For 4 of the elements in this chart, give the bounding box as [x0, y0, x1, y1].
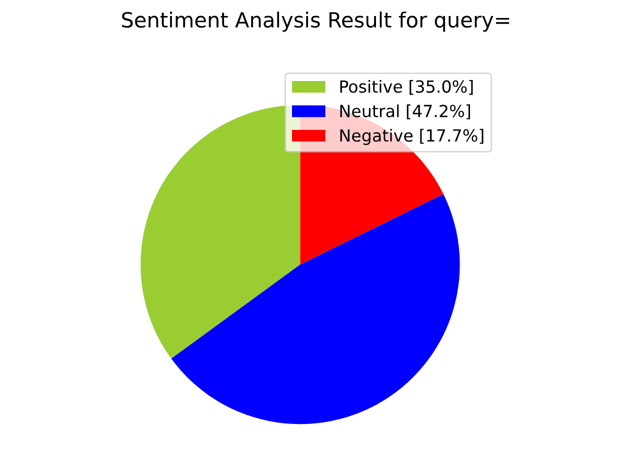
legend-label: Negative [17.7%]: [340, 128, 484, 146]
chart-title: Sentiment Analysis Result for query=: [122, 12, 510, 32]
legend-label: Positive [35.0%]: [340, 80, 473, 95]
legend-label: Neutral [47.2%]: [340, 104, 470, 120]
